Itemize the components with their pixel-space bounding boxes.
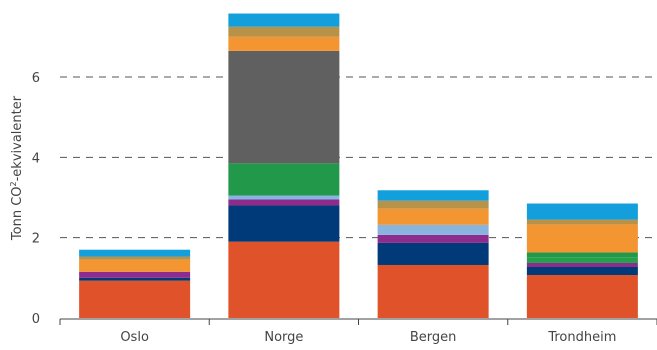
x-tick-label-trondheim: Trondheim xyxy=(547,330,616,345)
bar-segment-norge-6 xyxy=(228,50,340,164)
bar-segment-oslo-0 xyxy=(79,280,191,318)
bar-segment-oslo-7 xyxy=(79,259,191,272)
bar-segment-norge-2 xyxy=(228,199,340,206)
bar-segment-trondheim-9 xyxy=(526,203,638,220)
bar-segment-trondheim-5 xyxy=(526,252,638,258)
bar-segment-norge-1 xyxy=(228,205,340,242)
bar-segment-bergen-8 xyxy=(377,200,489,209)
x-tick-label-norge: Norge xyxy=(264,330,303,345)
bar-segment-oslo-1 xyxy=(79,277,191,281)
y-axis-label-main: Tonn CO xyxy=(10,186,25,241)
bar-segment-trondheim-0 xyxy=(526,275,638,318)
bar-segment-oslo-8 xyxy=(79,256,191,260)
bar-segment-trondheim-3 xyxy=(526,257,638,263)
y-axis-label: Tonn CO2-ekvivalenter xyxy=(9,95,25,241)
bar-segment-norge-0 xyxy=(228,241,340,318)
x-tick-label-bergen: Bergen xyxy=(410,330,457,345)
bar-segment-trondheim-8 xyxy=(526,219,638,225)
bar-segment-bergen-4 xyxy=(377,224,489,235)
bar-segment-trondheim-7 xyxy=(526,224,638,253)
bar-segment-oslo-2 xyxy=(79,271,191,278)
y-axis-label-superscript: 2 xyxy=(9,181,18,186)
bar-segment-bergen-0 xyxy=(377,264,489,318)
bar-segment-norge-8 xyxy=(228,26,340,37)
bar-segment-trondheim-1 xyxy=(526,266,638,276)
bar-segment-bergen-2 xyxy=(377,234,489,243)
bar-segment-norge-4 xyxy=(228,195,340,200)
bar-segment-bergen-7 xyxy=(377,208,489,225)
bar-segment-oslo-9 xyxy=(79,249,191,257)
y-tick-label-6: 6 xyxy=(32,71,40,86)
y-tick-label-2: 2 xyxy=(32,232,40,247)
bar-segment-norge-9 xyxy=(228,13,340,27)
axis-layer: 0 2 4 6 Oslo Norge Bergen Trondheim xyxy=(32,71,657,345)
bar-segment-bergen-1 xyxy=(377,242,489,265)
y-tick-label-4: 4 xyxy=(32,151,40,166)
x-tick-label-oslo: Oslo xyxy=(120,330,149,345)
bar-layer xyxy=(79,13,638,318)
bar-segment-bergen-9 xyxy=(377,190,489,201)
bar-segment-trondheim-2 xyxy=(526,262,638,267)
bar-segment-norge-7 xyxy=(228,36,340,51)
bar-segment-norge-5 xyxy=(228,163,340,196)
y-axis-label-tail: -ekvivalenter xyxy=(10,95,25,181)
y-tick-label-0: 0 xyxy=(32,312,40,327)
